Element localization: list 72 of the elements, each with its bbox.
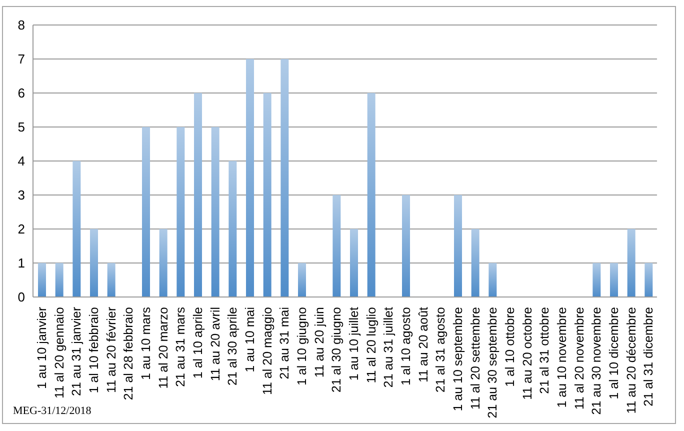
y-tick-label: 6 [18,86,25,101]
x-tick-label: 11 al 20 luglio [364,306,378,384]
x-tick-label: 21 au 30 novembre [590,306,604,415]
bar [488,263,497,297]
y-tick-label: 5 [18,120,25,135]
bar [332,195,341,297]
bar [367,93,376,297]
bar [55,263,64,297]
x-tick-label: 11 au 20 avril [208,307,222,382]
bar [176,127,185,297]
bar [454,195,462,297]
x-tick-label: 11 al 20 novembre [572,306,586,410]
bar [592,263,601,297]
bar [246,59,254,297]
bar [280,59,289,297]
x-tick-label: 11 au 20 juin [312,306,326,378]
bar [610,263,618,297]
x-tick-label: 21 al 31 agosto [434,306,448,392]
bar [627,229,636,297]
x-tick-label: 1 al 10 febbraio [87,306,102,394]
x-tick-label: 1 al 10 ottobre [503,306,518,387]
bar [402,195,410,297]
y-tick-label: 3 [18,188,25,203]
x-tick-label: 21 au 31 janvier [70,307,84,396]
x-tick-label: 21 au 31 mars [174,307,188,387]
x-tick-label: 11 al 20 settembre [468,306,482,410]
x-tick-label: 11 au 20 octobre [520,306,534,400]
bar [298,263,306,297]
bar [107,263,116,297]
x-tick-label: 1 al 10 giugno [295,306,310,386]
x-tick-label: 21 al 30 giugno [330,306,344,392]
x-tick-label: 1 au 10 mars [139,307,154,380]
x-tick-label: 21 al 28 febbraio [122,306,136,400]
y-tick-label: 0 [18,290,25,305]
x-tick-label: 1 au 10 janvier [35,307,50,390]
bar [159,229,168,297]
bar [90,229,98,297]
x-tick-label: 21 au 31 juillet [382,306,396,388]
x-tick-label: 21 au 30 septembre [486,306,500,418]
bar [211,127,220,297]
x-tick-label: 1 au 10 juillet [347,306,362,381]
bar [228,161,237,297]
bar [142,127,150,297]
x-tick-label: 11 au 20 août [416,306,430,383]
x-tick-label: 21 al 31 ottobre [538,306,552,394]
x-tick-label: 1 al 10 agosto [399,306,414,386]
bar [471,229,480,297]
bar [263,93,272,297]
bar [72,161,81,297]
x-tick-label: 21 al 31 dicembre [642,306,656,406]
x-tick-label: 11 al 20 gennaio [52,306,66,399]
bar [38,263,46,297]
x-tick-label: 1 al 10 dicembre [607,306,622,400]
x-tick-label: 1 au 10 novembre [555,306,570,408]
bar [194,93,202,297]
y-tick-label: 2 [18,222,25,237]
x-tick-label: 21 al 30 aprile [226,306,240,386]
bar [644,263,653,297]
x-tick-label: 11 al 20 marzo [156,306,170,389]
y-tick-label: 4 [18,154,25,169]
text: MEG-31/12/2018 [13,405,92,417]
x-tick-label: 11 au 20 février [104,307,118,393]
bar [350,229,358,297]
x-tick-label: 11 au 20 décembre [624,306,638,414]
x-tick-label: 21 au 31 mai [278,307,292,380]
y-tick-label: 1 [18,256,25,271]
x-tick-label: 1 au 10 septembre [451,306,466,412]
y-tick-label: 7 [18,52,25,67]
x-tick-label: 1 au 10 mai [243,307,258,372]
y-tick-label: 8 [18,18,25,33]
x-tick-label: 1 al 10 aprile [191,306,206,379]
x-tick-label: 11 al 20 maggio [260,306,274,396]
